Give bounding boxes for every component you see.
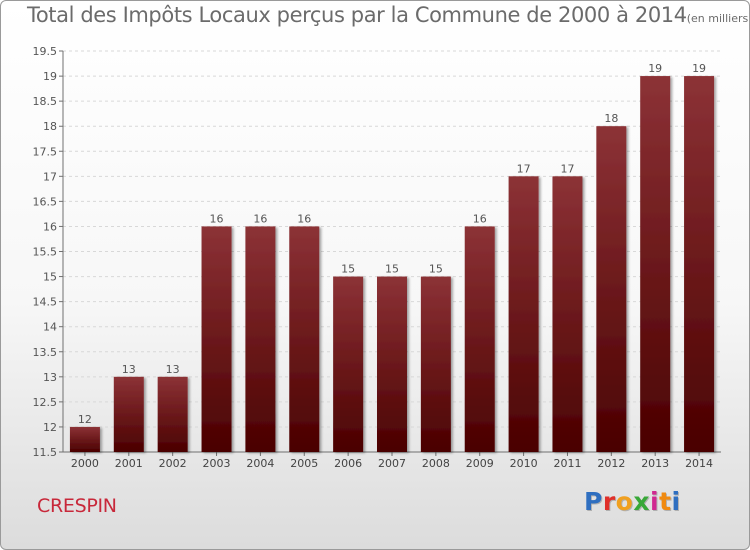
bar [508,176,539,452]
x-tick-label: 2004 [246,457,274,470]
y-tick-labels: 11.5 12 12.5 13 13.5 14 14.5 15 15.5 16 16.5 17 17.5… [33,45,58,459]
logo-letter: i [650,487,660,516]
bar [333,276,364,452]
bar-value-label: 16 [210,212,224,225]
bar-value-label: 16 [253,212,267,225]
bar-value-label: 19 [648,62,662,75]
y-tick-label: 14.5 [33,296,58,309]
y-tick-label: 12.5 [33,396,58,409]
bar-value-label: 13 [122,363,136,376]
y-tick-label: 13.5 [33,346,58,359]
proxiti-logo[interactable]: Proxiti [584,487,681,516]
x-tick-label: 2009 [466,457,494,470]
chart-unit-label: (en milliers d'€) [686,12,749,25]
logo-letter: x [633,487,650,516]
bar-value-label: 15 [385,263,399,276]
x-tick-label: 2008 [422,457,450,470]
x-tick-label: 2002 [159,457,187,470]
y-tick-label: 16 [43,220,57,233]
bar-value-label: 17 [517,162,531,175]
y-tick-label: 14 [43,321,57,334]
logo-letter: r [602,487,616,516]
chart-title: Total des Impôts Locaux perçus par la Co… [27,3,687,27]
x-tick-labels: 2000 2001 2002 2003 2004 2005 2006 2007 2008 2009… [71,457,713,470]
x-tick-label: 2003 [203,457,231,470]
x-tick-label: 2010 [510,457,538,470]
x-tick-label: 2001 [115,457,143,470]
x-tick-label: 2000 [71,457,99,470]
bar-value-label: 19 [692,62,706,75]
y-tick-label: 11.5 [33,446,58,459]
bar [684,76,715,452]
y-tick-label: 17 [43,170,57,183]
x-tick-label: 2005 [290,457,318,470]
bar-value-label: 15 [429,263,443,276]
logo-letter: o [615,487,634,516]
x-tick-label: 2013 [641,457,669,470]
bar [201,226,232,452]
bar [640,76,671,452]
logo-letter: i [671,487,681,516]
bar-value-label: 15 [341,263,355,276]
y-tick-label: 19 [43,70,57,83]
bar [464,226,495,452]
y-tick-label: 15 [43,271,57,284]
x-tick-label: 2012 [597,457,625,470]
x-tick-label: 2014 [685,457,713,470]
x-tick-label: 2006 [334,457,362,470]
bar [245,226,276,452]
bar-value-label: 16 [297,212,311,225]
y-tick-label: 15.5 [33,246,58,259]
bars [69,76,715,452]
logo-letter: P [584,487,603,516]
bar [552,176,583,452]
bar-value-label: 18 [604,112,618,125]
x-tick-label: 2007 [378,457,406,470]
y-tick-label: 19.5 [33,45,58,58]
bar [596,126,627,452]
bar [69,426,100,452]
y-tick-label: 17.5 [33,145,58,158]
chart-title-row: Total des Impôts Locaux perçus par la Co… [27,3,749,27]
bar [157,376,188,452]
bar [289,226,320,452]
bar-value-label: 17 [560,162,574,175]
logo-letter: t [659,487,672,516]
data-labels: 12 13 13 16 16 16 15 15 15 16 17 17 18 19 19 [78,62,706,426]
bar [420,276,451,452]
y-tick-label: 13 [43,371,57,384]
y-tick-label: 18 [43,120,57,133]
bar-value-label: 13 [166,363,180,376]
bar [377,276,407,452]
y-tick-label: 18.5 [33,95,58,108]
commune-name: CRESPIN [37,495,117,517]
y-tick-label: 16.5 [33,195,58,208]
bar-value-label: 16 [473,212,487,225]
bar-value-label: 12 [78,413,92,426]
x-tick-label: 2011 [553,457,581,470]
bar [113,376,144,452]
y-tick-label: 12 [43,421,57,434]
